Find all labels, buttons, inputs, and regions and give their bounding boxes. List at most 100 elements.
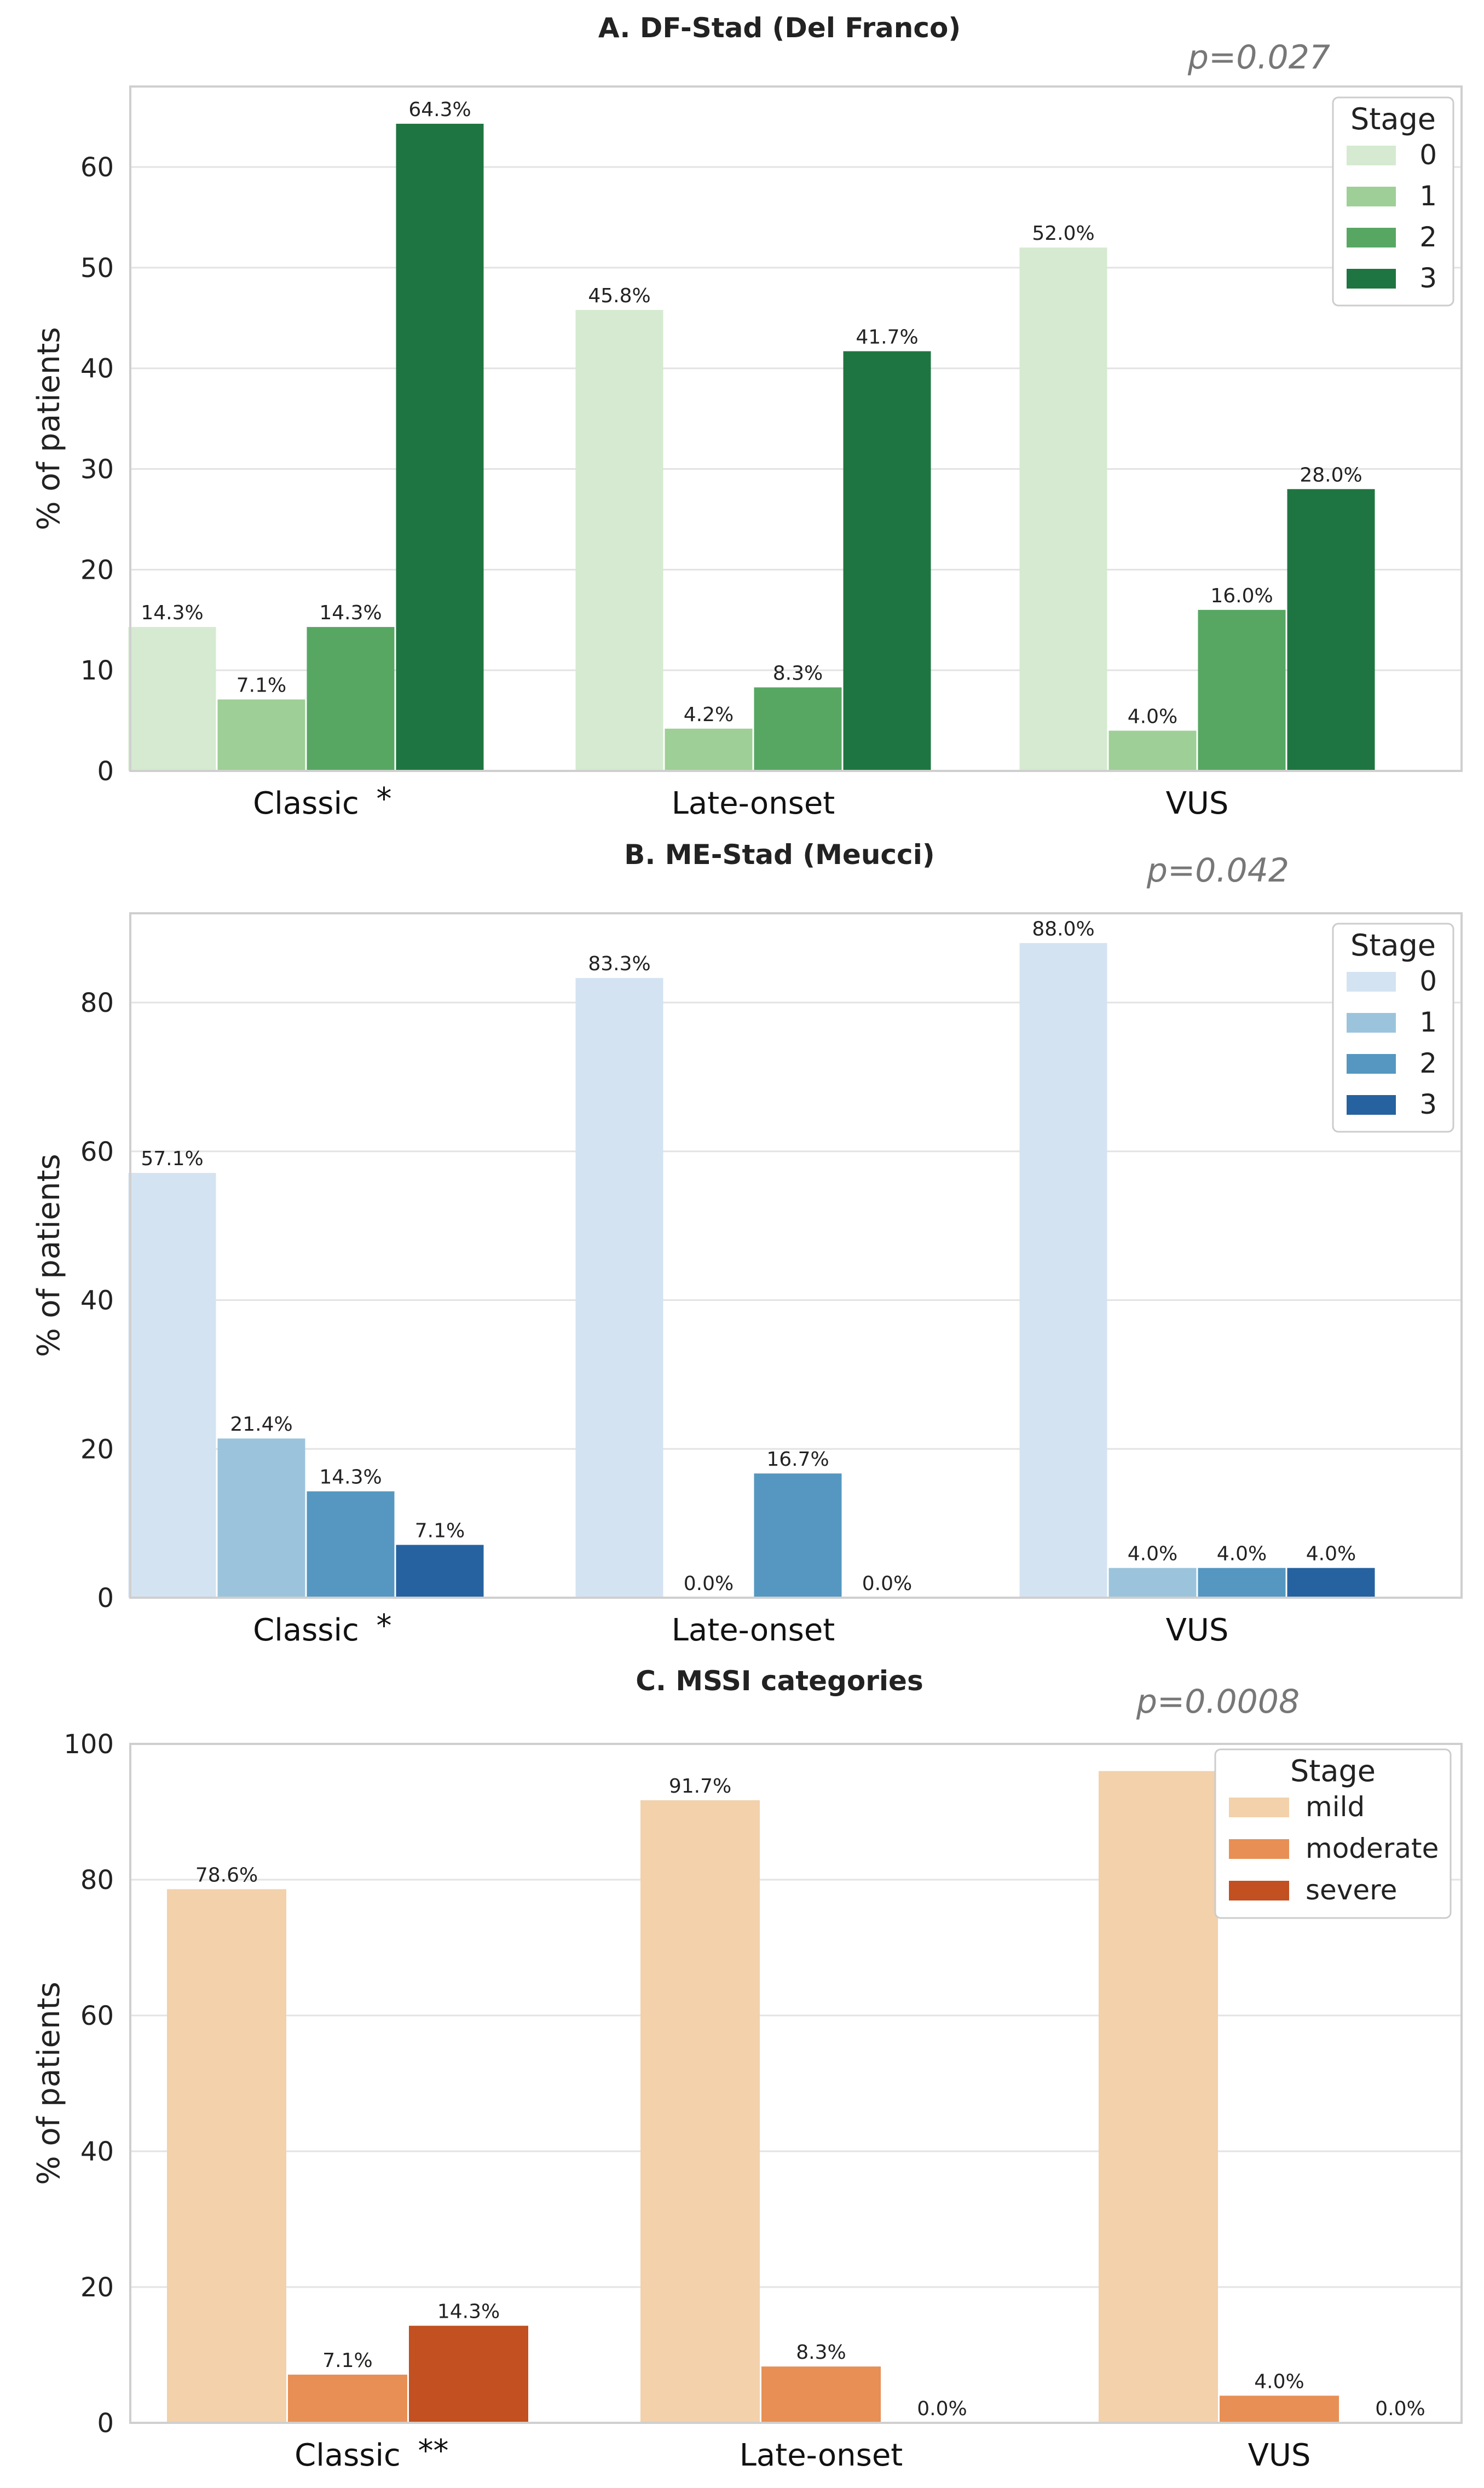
data-label: 4.0% (1217, 1543, 1267, 1565)
data-label: 8.3% (773, 662, 823, 684)
data-label: 64.3% (408, 99, 471, 121)
bar-classic-mild (167, 1889, 286, 2423)
legend-entry-label: 1 (1419, 180, 1437, 212)
bar-vus-1 (1108, 730, 1197, 771)
chart-title: C. MSSI categories (636, 1665, 923, 1697)
y-tick-label: 40 (80, 1286, 114, 1316)
bar-classic-2 (307, 627, 395, 771)
plot-frame (129, 912, 1463, 1599)
data-label: 0.0% (862, 1573, 912, 1595)
x-category-label: VUS (1248, 2438, 1311, 2473)
legend-entry-label: 0 (1419, 139, 1437, 171)
bar-late-onset-2 (754, 687, 842, 771)
chart-title: B. ME-Stad (Meucci) (624, 839, 934, 871)
data-label: 52.0% (1032, 222, 1094, 245)
p-value-annotation: p=0.027 (1187, 38, 1330, 77)
x-category-label: Late-onset (740, 2438, 903, 2473)
bar-late-onset-0 (575, 978, 663, 1598)
chart-title: A. DF-Stad (Del Franco) (598, 12, 961, 44)
y-axis-label: % of patients (31, 1982, 67, 2185)
data-label: 45.8% (588, 285, 650, 307)
bar-classic-3 (396, 1545, 484, 1598)
legend-swatch (1347, 228, 1396, 247)
data-label: 4.0% (1254, 2370, 1304, 2393)
legend-box (1214, 1748, 1452, 1919)
y-tick-label: 40 (80, 354, 114, 384)
y-tick-label: 30 (80, 454, 114, 485)
bar-late-onset-moderate (761, 2366, 881, 2423)
x-category-label: VUS (1166, 1612, 1229, 1648)
y-tick-label: 40 (80, 2136, 114, 2167)
data-label: 16.7% (766, 1448, 829, 1471)
bar-vus-2 (1198, 609, 1286, 771)
bar-vus-0 (1019, 247, 1107, 771)
bar-classic-severe (409, 2325, 528, 2423)
bar-vus-2 (1198, 1568, 1286, 1598)
plot-frame (129, 85, 1463, 772)
legend-swatch (1347, 1013, 1396, 1033)
data-label: 41.7% (856, 326, 918, 348)
bar-late-onset-1 (665, 728, 753, 771)
data-label: 78.6% (195, 1864, 258, 1886)
x-category-label: Late-onset (672, 786, 835, 821)
legend-entry-label: 3 (1419, 262, 1437, 294)
data-label: 14.3% (319, 602, 382, 624)
legend-entry-label: 3 (1419, 1088, 1437, 1120)
chart-panel-1: 02040608057.1%83.3%88.0%21.4%0.0%4.0%14.… (31, 839, 1463, 1648)
data-label: 4.2% (684, 704, 734, 726)
legend-swatch (1347, 972, 1396, 992)
bar-classic-3 (396, 124, 484, 771)
bar-late-onset-0 (575, 310, 663, 771)
x-category-label: Classic (253, 786, 359, 821)
chart-panel-2: 0 20 40 60 80 100 78.6% 91.7% 7.1% 8.3% 4.0% 14.3% 0… (31, 1665, 1463, 2473)
y-tick-label: 0 (97, 1583, 114, 1614)
legend-entry-label: moderate (1306, 1833, 1439, 1864)
data-label: 88.0% (1032, 918, 1094, 940)
data-label: 7.1% (415, 1520, 465, 1542)
data-label: 14.3% (141, 602, 203, 624)
legend-swatch (1347, 269, 1396, 289)
bar-classic-1 (217, 699, 305, 771)
legend-swatch (1229, 1798, 1289, 1817)
data-label: 57.1% (141, 1148, 203, 1170)
data-label: 4.0% (1128, 1543, 1177, 1565)
bar-vus-0 (1019, 943, 1107, 1598)
legend-swatch (1347, 1054, 1396, 1074)
data-label: 0.0% (684, 1573, 734, 1595)
p-value-annotation: p=0.042 (1146, 851, 1289, 890)
y-tick-label: 60 (80, 2001, 114, 2031)
data-label: 4.0% (1128, 705, 1177, 728)
x-category-label: Classic (295, 2438, 401, 2473)
bar-vus-1 (1108, 1568, 1197, 1598)
y-tick-label: 20 (80, 555, 114, 585)
data-label: 0.0% (1375, 2398, 1425, 2420)
x-category-label: Classic (253, 1612, 359, 1648)
y-axis-label: % of patients (31, 1154, 67, 1357)
y-tick-label: 60 (80, 1137, 114, 1167)
bar-classic-0 (128, 627, 216, 771)
bar-classic-2 (307, 1491, 395, 1598)
data-label: 14.3% (437, 2301, 500, 2323)
significance-marker: * (377, 1608, 392, 1644)
legend-swatch (1229, 1881, 1289, 1900)
significance-marker: * (377, 781, 392, 817)
p-value-annotation: p=0.0008 (1136, 1683, 1300, 1721)
y-tick-label: 80 (80, 988, 114, 1018)
plot-frame (129, 1743, 1463, 2424)
bar-vus-3 (1287, 489, 1375, 771)
y-tick-label: 50 (80, 253, 114, 284)
bar-classic-1 (217, 1438, 305, 1598)
legend-entry-label: 1 (1419, 1006, 1437, 1038)
y-tick-label: 100 (63, 1729, 114, 1760)
data-label: 8.3% (796, 2341, 846, 2364)
bar-classic-0 (128, 1173, 216, 1598)
legend-swatch (1347, 187, 1396, 206)
legend-title: Stage (1350, 102, 1436, 136)
legend-swatch (1347, 146, 1396, 165)
data-label: 4.0% (1306, 1543, 1356, 1565)
y-tick-label: 0 (97, 756, 114, 787)
bar-late-onset-2 (754, 1473, 842, 1598)
bar-vus-mild (1099, 1771, 1218, 2423)
